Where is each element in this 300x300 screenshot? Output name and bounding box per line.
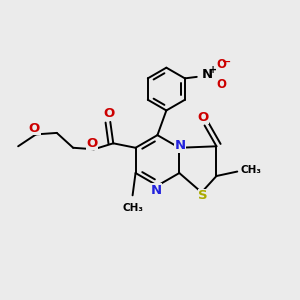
Text: O: O: [216, 78, 226, 91]
Text: N: N: [150, 184, 161, 196]
Text: O: O: [216, 58, 226, 71]
Text: CH₃: CH₃: [122, 203, 143, 213]
Text: O: O: [87, 137, 98, 150]
Text: +: +: [209, 65, 217, 75]
Text: N: N: [174, 140, 185, 152]
Text: O: O: [29, 122, 40, 135]
Text: CH₃: CH₃: [240, 165, 261, 175]
Text: O: O: [197, 111, 209, 124]
Text: S: S: [198, 189, 208, 203]
Text: O: O: [103, 107, 114, 120]
Text: −: −: [222, 57, 231, 67]
Text: N: N: [202, 68, 213, 81]
